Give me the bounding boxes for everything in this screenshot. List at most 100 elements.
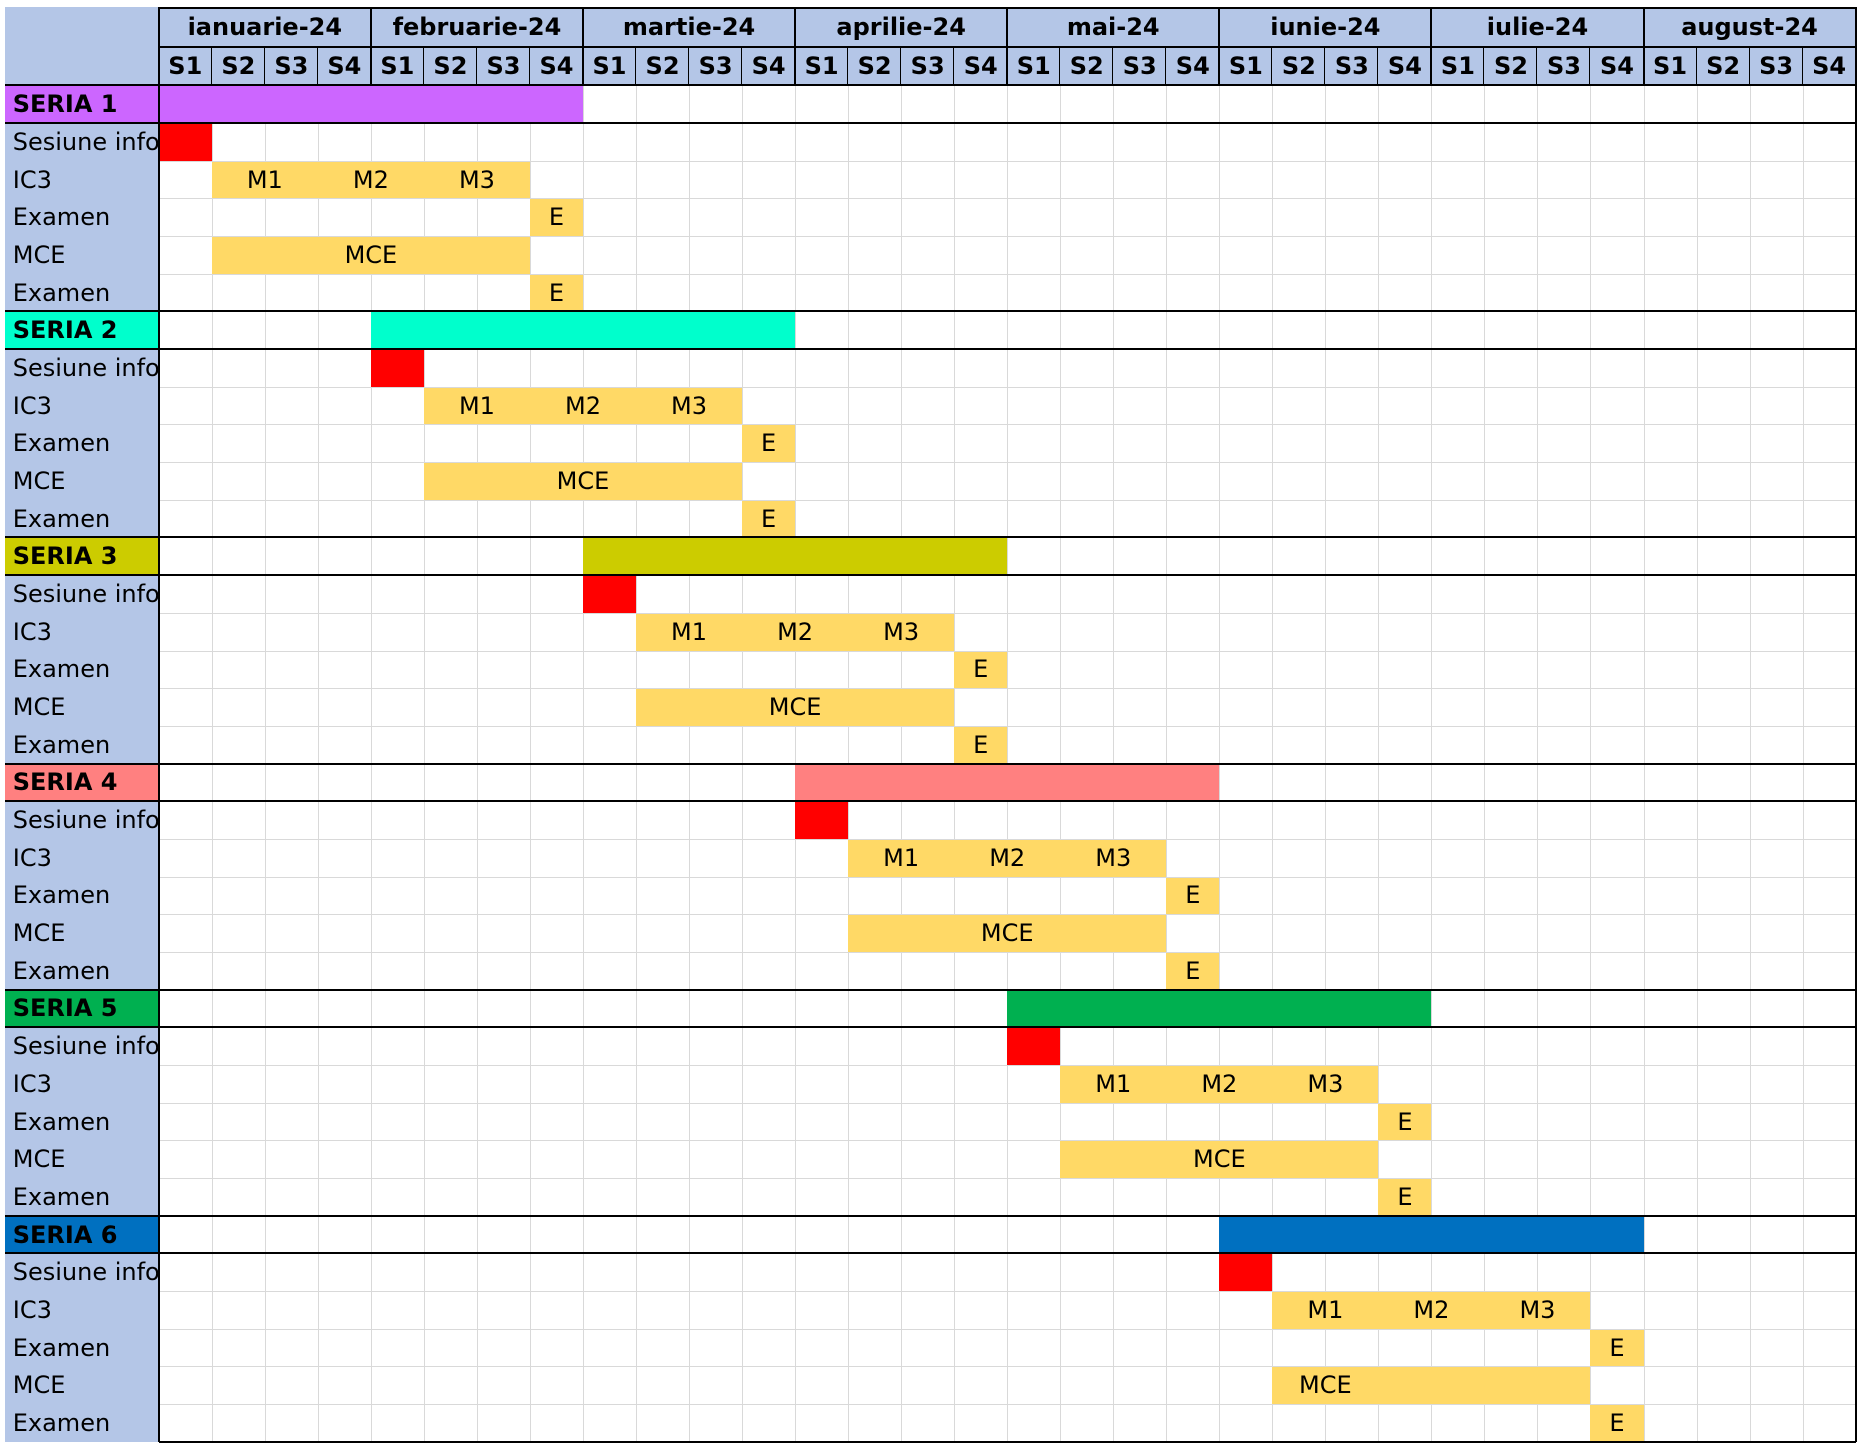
module-bar	[1590, 1329, 1644, 1367]
row-label: IC3	[4, 612, 159, 651]
grid-line-horizontal	[158, 386, 1856, 388]
row-label: Sesiune info	[4, 122, 160, 161]
bar-label: E	[1609, 1408, 1625, 1437]
week-separator	[210, 47, 212, 86]
week-header: S2	[211, 47, 265, 86]
week-separator	[528, 47, 530, 86]
series-border	[4, 988, 1856, 991]
bar-label: E	[548, 203, 565, 232]
week-header: S2	[1696, 47, 1750, 86]
module-bar	[1060, 1141, 1379, 1179]
week-header: S1	[795, 47, 849, 86]
grid-line-horizontal	[158, 1404, 1856, 1406]
row-label: Examen	[4, 273, 159, 312]
month-separator	[157, 7, 160, 86]
row-label: Sesiune info	[4, 349, 160, 387]
month-header: iunie-24	[1219, 7, 1432, 48]
bar-label: MCE	[1192, 1145, 1246, 1174]
week-separator	[1695, 47, 1697, 86]
bar-label: M1	[671, 617, 708, 646]
row-label: IC3	[4, 1065, 159, 1103]
info-session-bar	[1219, 1254, 1273, 1292]
series-border	[4, 310, 1856, 313]
month-header: februarie-24	[370, 7, 583, 48]
grid-line-horizontal	[158, 951, 1856, 953]
week-header: S4	[1166, 47, 1220, 86]
grid-line-horizontal	[158, 914, 1856, 916]
bar-label: M2	[1413, 1295, 1450, 1324]
grid-line-horizontal	[158, 462, 1856, 464]
week-separator	[1589, 47, 1591, 86]
bar-label: M3	[1519, 1295, 1556, 1324]
info-session-bar	[1007, 1028, 1061, 1066]
row-label: MCE	[4, 462, 159, 500]
bar-label: M1	[1095, 1069, 1132, 1098]
module-bar	[1272, 1367, 1591, 1405]
grid-line-horizontal	[158, 650, 1856, 652]
month-separator	[1430, 7, 1433, 86]
week-header: S1	[1431, 47, 1485, 86]
row-label: IC3	[4, 1291, 159, 1329]
bar-label: M1	[1307, 1295, 1344, 1324]
bar-label: M2	[989, 843, 1026, 872]
grid-line-horizontal	[158, 1366, 1856, 1368]
row-label: Examen	[4, 1102, 159, 1141]
module-bar	[954, 651, 1008, 689]
series-label: SERIA 3	[4, 537, 159, 576]
week-header: S4	[317, 47, 371, 86]
week-header: S3	[1113, 47, 1167, 86]
month-separator	[1642, 7, 1645, 86]
series-span-bar	[582, 538, 1008, 576]
series-border	[4, 536, 1856, 539]
week-header: S1	[370, 47, 424, 86]
month-separator	[1006, 7, 1009, 86]
series-span-bar	[1007, 990, 1432, 1028]
module-bar	[636, 613, 955, 651]
grid-line-horizontal	[158, 236, 1856, 238]
info-session-bar	[158, 123, 212, 161]
bar-label: E	[1185, 881, 1201, 910]
grid-line-horizontal	[158, 725, 1856, 727]
module-bar	[848, 915, 1167, 952]
week-separator	[1112, 47, 1114, 86]
row-label: Examen	[4, 424, 159, 463]
bar-label: M3	[883, 617, 920, 646]
module-bar	[423, 387, 743, 425]
week-header: S3	[689, 47, 743, 86]
bar-label: M3	[1095, 843, 1132, 872]
bar-label: MCE	[344, 240, 398, 269]
grid-line-horizontal	[158, 1178, 1856, 1180]
series-border	[4, 1252, 1856, 1255]
module-bar	[211, 237, 530, 274]
week-separator	[635, 47, 637, 86]
week-separator	[1324, 47, 1326, 86]
bar-label: M1	[458, 391, 495, 420]
corner-cell	[4, 7, 159, 86]
week-header: S1	[582, 47, 636, 86]
week-separator	[1165, 47, 1167, 86]
row-label: Examen	[4, 499, 159, 538]
series-border	[4, 121, 1856, 124]
row-label: MCE	[4, 1140, 159, 1179]
grid-line-horizontal	[158, 1291, 1856, 1293]
row-label: Sesiune info	[4, 1253, 160, 1292]
month-separator	[1218, 7, 1221, 86]
month-header: ianuarie-24	[158, 7, 371, 48]
week-separator	[1059, 47, 1061, 86]
module-bar	[1272, 1292, 1591, 1329]
bar-label: MCE	[1299, 1371, 1352, 1400]
grid-line-horizontal	[158, 1328, 1856, 1330]
grid-line-horizontal	[158, 688, 1856, 690]
row-label: Sesiune info	[4, 801, 160, 839]
border-right	[1854, 7, 1857, 1442]
module-bar	[1590, 1405, 1644, 1442]
week-separator	[1483, 47, 1485, 86]
info-session-bar	[795, 802, 849, 839]
bar-label: M1	[883, 843, 920, 872]
row-label: MCE	[4, 688, 159, 726]
month-header: aprilie-24	[795, 7, 1008, 48]
module-bar	[1378, 1179, 1432, 1216]
module-bar	[423, 463, 743, 500]
bar-label: M2	[777, 617, 814, 646]
